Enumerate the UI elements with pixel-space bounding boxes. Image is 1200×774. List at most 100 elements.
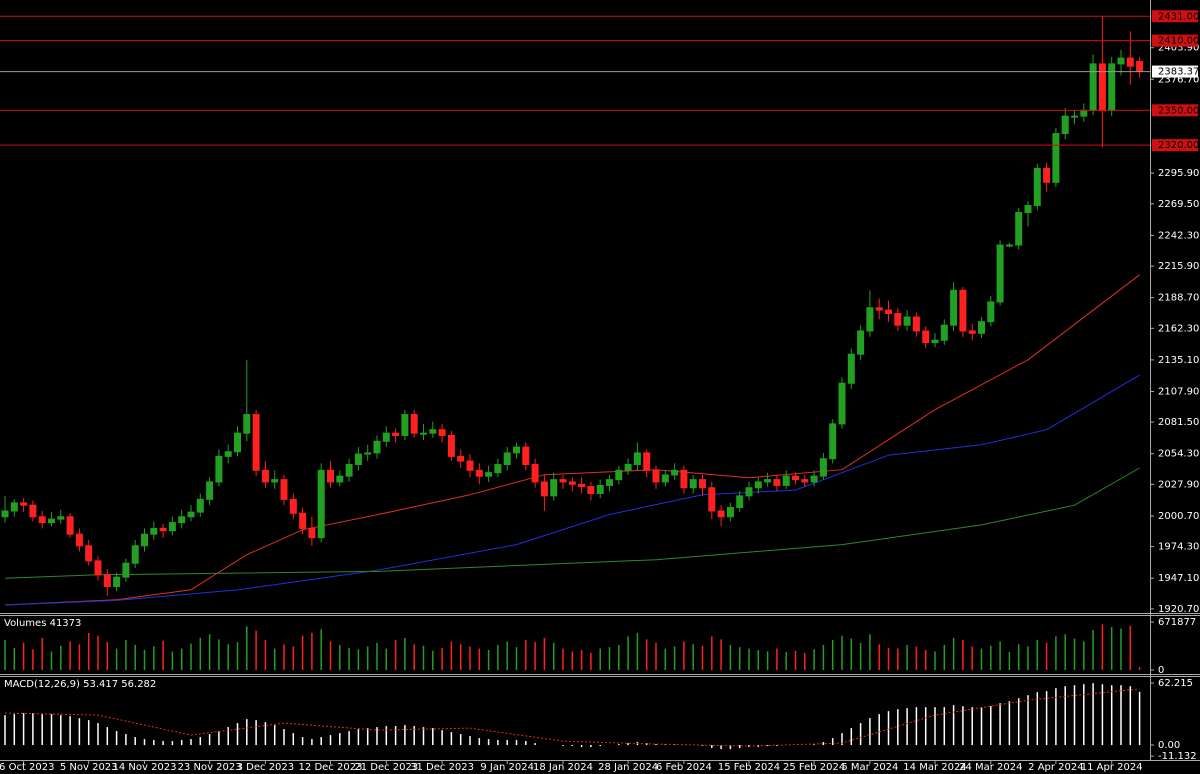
candle-body <box>829 423 837 460</box>
candle-body <box>652 469 660 483</box>
candle-body <box>699 479 706 489</box>
candle-body <box>903 316 911 326</box>
y-tick-label: 2215.90 <box>1158 261 1199 272</box>
candle-body <box>401 414 409 436</box>
price-level-label: 2350.00 <box>1158 105 1199 116</box>
candle-body <box>633 452 641 466</box>
x-tick-label: 9 Jan 2024 <box>480 762 534 773</box>
candle-body <box>1005 244 1013 247</box>
candle-body <box>215 455 223 483</box>
candle-body <box>1080 109 1088 117</box>
macd-label: MACD(12,26,9) 53.417 56.282 <box>4 679 156 690</box>
candle-body <box>940 324 948 341</box>
candle-body <box>280 479 288 500</box>
candle-body <box>289 498 297 514</box>
candle-body <box>866 307 874 332</box>
candle-body <box>94 560 102 576</box>
candle-body <box>587 486 595 495</box>
candle-body <box>345 464 353 477</box>
candle-body <box>615 469 623 481</box>
last-price-tag <box>1152 65 1198 78</box>
candle-body <box>494 464 502 474</box>
y-tick-label: 2242.30 <box>1158 230 1199 241</box>
y-tick-label: 2000.70 <box>1158 511 1199 522</box>
candle-body <box>410 414 418 434</box>
candle-body <box>754 481 762 489</box>
x-tick-label: 3 Dec 2023 <box>237 762 295 773</box>
y-tick-label: 2188.70 <box>1158 293 1199 304</box>
candle-body <box>522 446 530 466</box>
candle-body <box>38 516 46 524</box>
candle-body <box>968 330 976 334</box>
y-tick-label: 2135.10 <box>1158 355 1199 366</box>
candle-body <box>578 483 586 488</box>
x-tick-label: 21 Dec 2023 <box>354 762 418 773</box>
x-tick-label: 14 Nov 2023 <box>112 762 176 773</box>
candle-body <box>857 330 865 355</box>
candle-body <box>261 469 269 483</box>
y-tick-label: 671877 <box>1158 617 1196 628</box>
candle-body <box>336 475 344 483</box>
y-tick-label: 1974.30 <box>1158 542 1199 553</box>
x-tick-label: 5 Mar 2024 <box>841 762 898 773</box>
candle-body <box>708 487 716 512</box>
moving-average <box>4 274 1140 606</box>
candle-body <box>485 472 493 477</box>
candle-body <box>196 498 204 513</box>
candle-body <box>606 479 613 486</box>
y-tick-label: 2403.90 <box>1158 43 1199 54</box>
candle-body <box>568 481 576 485</box>
candle-body <box>131 545 139 564</box>
candle-body <box>75 533 83 547</box>
x-tick-label: 2 Apr 2024 <box>1028 762 1083 773</box>
x-tick-label: 11 Apr 2024 <box>1081 762 1143 773</box>
candle-body <box>792 475 799 481</box>
candle-body <box>1052 133 1060 183</box>
candle-body <box>661 474 669 483</box>
candle-body <box>745 487 753 497</box>
candle-body <box>178 516 186 524</box>
candle-body <box>875 307 883 311</box>
candle-body <box>559 479 567 483</box>
moving-average <box>4 374 1140 606</box>
y-tick-label: 2027.90 <box>1158 479 1199 490</box>
x-tick-label: 12 Dec 2023 <box>299 762 363 773</box>
candle-body <box>299 512 307 529</box>
candle-body <box>1098 63 1106 111</box>
candle-body <box>717 510 725 518</box>
candle-body <box>978 321 985 334</box>
price-level-label: 2410.00 <box>1158 36 1199 47</box>
candle-body <box>234 432 241 453</box>
candle-body <box>10 502 18 512</box>
candle-body <box>1071 115 1078 118</box>
candle-body <box>531 464 539 483</box>
x-tick-label: 28 Jan 2024 <box>598 762 658 773</box>
candle-body <box>819 458 827 477</box>
candle-body <box>912 316 920 332</box>
x-tick-label: 15 Feb 2024 <box>718 762 780 773</box>
candle-body <box>1117 57 1125 65</box>
candle-body <box>364 452 372 455</box>
candle-body <box>373 440 381 454</box>
price-level-tag <box>1152 10 1198 23</box>
candle-body <box>596 484 604 495</box>
last-price-label: 2383.37 <box>1158 67 1199 78</box>
candle-body <box>1043 167 1051 183</box>
x-tick-label: 14 Mar 2024 <box>903 762 966 773</box>
candle-body <box>66 516 74 535</box>
price-level-tag <box>1152 34 1198 47</box>
candle-body <box>475 469 483 477</box>
candle-body <box>48 518 55 524</box>
candle-body <box>885 309 892 315</box>
x-tick-label: 24 Mar 2024 <box>959 762 1022 773</box>
x-tick-label: 26 Oct 2023 <box>0 762 55 773</box>
candle-body <box>159 527 167 532</box>
candle-body <box>689 479 697 489</box>
candle-body <box>57 516 65 520</box>
candle-body <box>847 353 855 384</box>
y-tick-label: 1920.70 <box>1158 604 1199 615</box>
candle-body <box>764 479 772 483</box>
y-tick-label: 2054.30 <box>1158 449 1199 460</box>
x-tick-label: 31 Dec 2023 <box>410 762 474 773</box>
candle-body <box>894 313 902 326</box>
